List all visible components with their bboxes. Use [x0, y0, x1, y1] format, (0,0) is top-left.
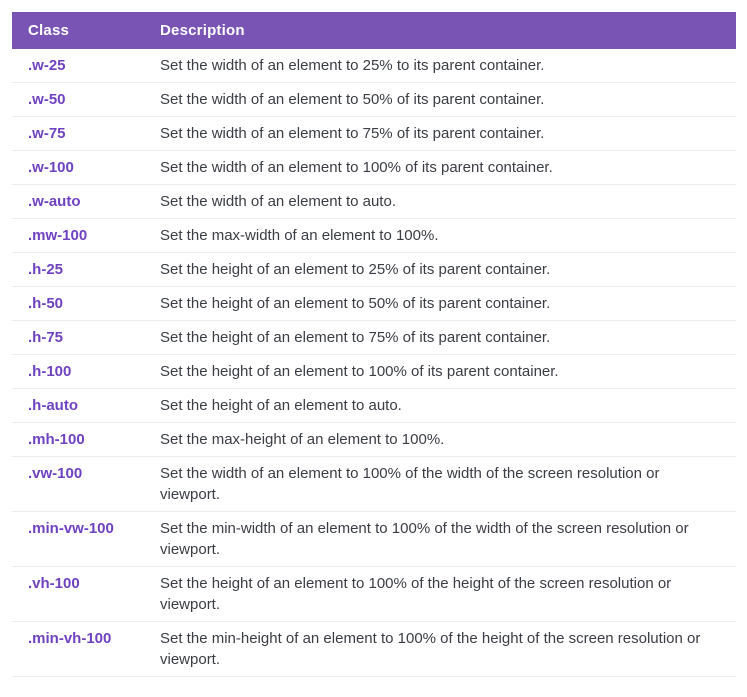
description-cell: Set the min-height of an element to 100%… [160, 621, 736, 677]
class-name-cell: .vw-100 [12, 456, 160, 512]
description-cell: Set the min-width of an element to 100% … [160, 511, 736, 567]
column-header-description: Description [160, 12, 736, 49]
class-name-cell: .h-100 [12, 354, 160, 389]
table-row: .vw-100 Set the width of an element to 1… [12, 456, 736, 512]
class-name-cell: .h-50 [12, 286, 160, 321]
description-cell: Set the height of an element to 100% of … [160, 566, 736, 622]
class-name-cell: .w-50 [12, 82, 160, 117]
class-name-cell: .vh-100 [12, 566, 160, 622]
table-row: .h-75 Set the height of an element to 75… [12, 320, 736, 355]
description-cell: Set the width of an element to 50% of it… [160, 82, 736, 117]
description-cell: Set the width of an element to 100% of t… [160, 456, 736, 512]
table-row: .vh-100 Set the height of an element to … [12, 566, 736, 622]
description-cell: Set the width of an element to 25% to it… [160, 49, 736, 83]
table-row: .w-50 Set the width of an element to 50%… [12, 82, 736, 117]
table-row: .h-100 Set the height of an element to 1… [12, 354, 736, 389]
table-header-row: Class Description [12, 12, 736, 49]
class-name-cell: .mh-100 [12, 422, 160, 457]
sizing-utilities-table: Class Description .w-25 Set the width of… [12, 12, 736, 677]
description-cell: Set the height of an element to 50% of i… [160, 286, 736, 321]
description-cell: Set the width of an element to 75% of it… [160, 116, 736, 151]
description-cell: Set the height of an element to 100% of … [160, 354, 736, 389]
class-name-cell: .h-75 [12, 320, 160, 355]
description-cell: Set the max-width of an element to 100%. [160, 218, 736, 253]
table-row: .min-vh-100 Set the min-height of an ele… [12, 621, 736, 677]
class-name-cell: .w-25 [12, 49, 160, 83]
table-row: .w-100 Set the width of an element to 10… [12, 150, 736, 185]
table-row: .w-auto Set the width of an element to a… [12, 184, 736, 219]
class-name-cell: .h-25 [12, 252, 160, 287]
table-row: .w-75 Set the width of an element to 75%… [12, 116, 736, 151]
table-row: .h-auto Set the height of an element to … [12, 388, 736, 423]
description-cell: Set the height of an element to auto. [160, 388, 736, 423]
description-cell: Set the height of an element to 25% of i… [160, 252, 736, 287]
table-row: .h-50 Set the height of an element to 50… [12, 286, 736, 321]
table-row: .w-25 Set the width of an element to 25%… [12, 49, 736, 83]
description-cell: Set the width of an element to auto. [160, 184, 736, 219]
class-name-cell: .w-auto [12, 184, 160, 219]
class-name-cell: .mw-100 [12, 218, 160, 253]
description-cell: Set the height of an element to 75% of i… [160, 320, 736, 355]
table-row: .mw-100 Set the max-width of an element … [12, 218, 736, 253]
class-name-cell: .w-75 [12, 116, 160, 151]
class-name-cell: .min-vw-100 [12, 511, 160, 567]
class-name-cell: .h-auto [12, 388, 160, 423]
description-cell: Set the width of an element to 100% of i… [160, 150, 736, 185]
column-header-class: Class [12, 12, 160, 49]
description-cell: Set the max-height of an element to 100%… [160, 422, 736, 457]
table-head: Class Description [12, 12, 736, 49]
class-name-cell: .min-vh-100 [12, 621, 160, 677]
table-row: .h-25 Set the height of an element to 25… [12, 252, 736, 287]
table-row: .mh-100 Set the max-height of an element… [12, 422, 736, 457]
class-name-cell: .w-100 [12, 150, 160, 185]
table-body: .w-25 Set the width of an element to 25%… [12, 49, 736, 677]
table-row: .min-vw-100 Set the min-width of an elem… [12, 511, 736, 567]
